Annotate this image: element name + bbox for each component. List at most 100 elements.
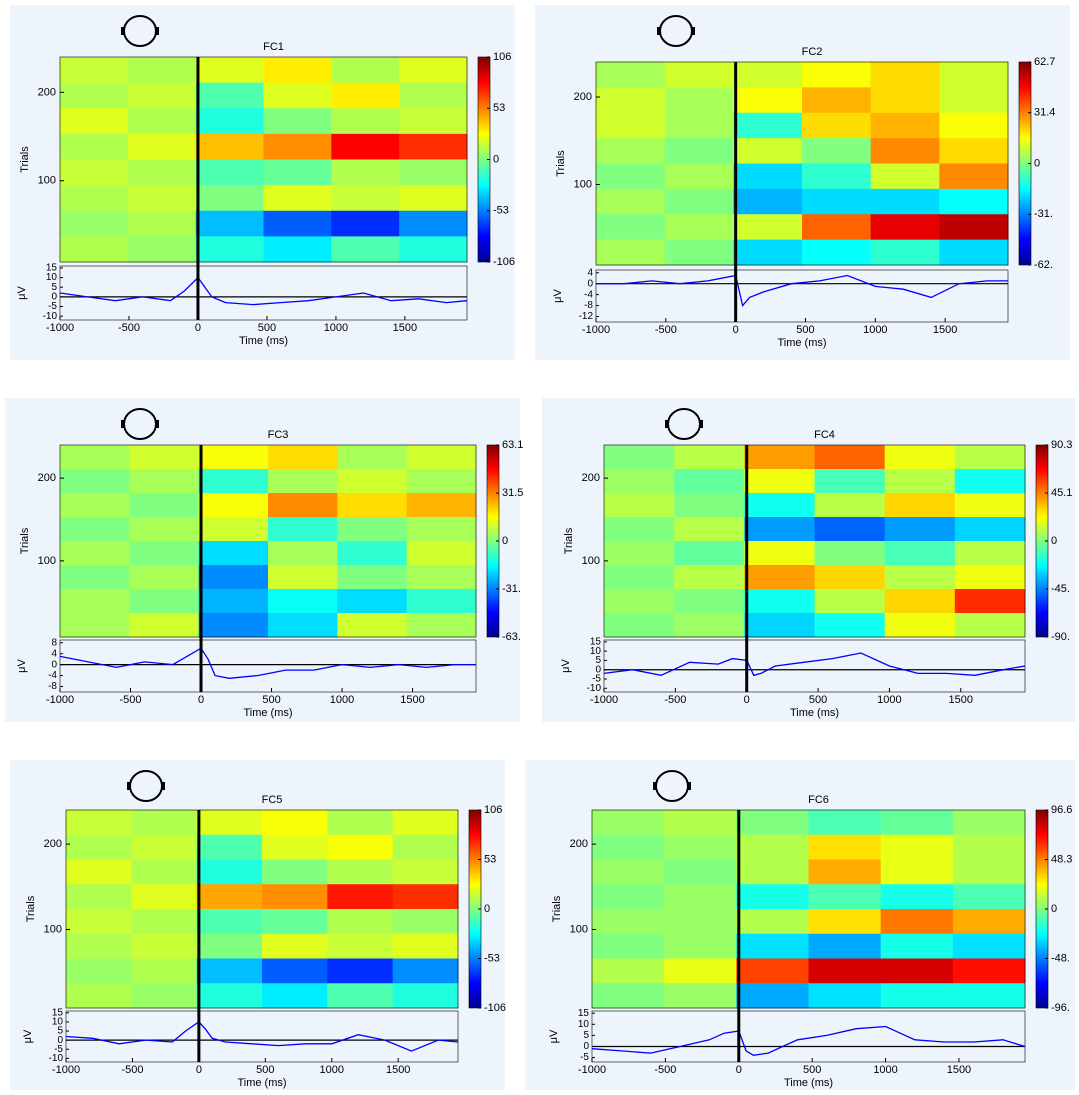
image-cell [808,933,882,959]
image-cell [406,445,477,470]
erp-y-tick-label: -4 [584,289,593,300]
image-cell [880,983,954,1009]
image-cell [262,884,328,910]
erp-y-tick-label: 0 [51,659,57,670]
image-cell [952,909,1026,935]
image-cell [870,188,940,215]
image-cell [802,62,872,88]
erp-trace [603,652,1026,677]
image-cell [263,108,332,135]
x-tick-label: 1000 [877,694,901,706]
erp-trace [59,647,476,679]
image-cell [808,983,882,1009]
image-cell [733,87,803,114]
image-cell [604,517,675,542]
image-cell [198,613,269,638]
image-cell [664,188,734,215]
image-cell [60,57,129,84]
image-cell [129,541,200,566]
y-axis-label: Trials [551,895,563,922]
image-cell [331,236,400,263]
erp-y-tick-label: 0 [51,291,57,302]
image-cell [733,138,803,164]
erp-y-tick-label: -5 [54,1044,63,1055]
image-cell [939,138,1009,164]
image-cell [127,185,197,212]
image-cell [664,958,737,984]
image-cell [744,565,815,590]
image-cell [331,108,400,135]
x-tick-label: -500 [654,1064,676,1076]
image-cell [870,62,940,88]
image-cell [744,493,815,518]
image-cell [327,909,394,935]
x-tick-label: 1500 [393,322,417,334]
image-cell [604,589,675,614]
x-tick-label: -500 [664,694,686,706]
image-cell [195,82,264,109]
erp-y-tick-label: 5 [595,655,601,666]
image-cell [736,983,809,1009]
head-ear [156,420,159,428]
image-cell [129,565,200,590]
x-tick-label: 500 [796,324,814,336]
image-cell [127,210,197,237]
image-cell [664,884,737,910]
erp-y-tick-label: -8 [584,300,593,311]
x-tick-label: 1000 [873,1064,897,1076]
image-cell [268,565,338,590]
image-cell [884,613,956,638]
erp-y-tick-label: -5 [580,1052,589,1063]
image-cell [674,469,745,494]
x-tick-label: 500 [258,322,276,334]
image-cell [406,541,477,566]
image-frame [65,809,459,1009]
image-cell [880,933,954,959]
colorbar-tick-label: -48. [1051,952,1070,964]
x-tick-label: 1500 [947,1064,971,1076]
x-tick-label: 500 [803,1064,821,1076]
image-cell [399,133,468,160]
image-cell [954,517,1026,542]
x-tick-label: 0 [744,694,750,706]
head-ear [121,27,124,35]
colorbar-tick-label: 53 [493,102,505,114]
y-tick-label: 200 [574,91,592,103]
y-tick-label: 100 [582,555,600,567]
image-frame [591,809,1026,1009]
image-cell [736,834,809,860]
image-cell [802,188,872,215]
image-cell [802,239,872,266]
image-cell [406,517,477,542]
image-cell [733,112,803,139]
image-cell [939,188,1009,215]
image-cell [954,469,1026,494]
image-cell [60,541,130,566]
image-cell [66,884,132,910]
image-cell [337,589,408,614]
head-ear [653,782,656,790]
image-cell [331,210,400,237]
image-cell [331,57,400,84]
image-frame [59,444,477,638]
colorbar-tick-label: 62.7 [1034,56,1055,68]
image-cell [337,613,408,638]
image-cell [392,884,459,910]
erp-y-axis-label: μV [16,659,28,673]
image-cell [198,445,269,470]
image-cell [802,214,872,241]
colorbar-tick-label: -45. [1051,583,1070,595]
image-cell [674,565,745,590]
image-cell [744,517,815,542]
erp-y-tick-label: 8 [51,637,57,648]
image-cell [263,236,332,263]
image-cell [604,469,675,494]
image-cell [880,859,954,885]
x-axis-label: Time (ms) [784,1077,833,1089]
image-cell [880,834,954,860]
y-axis-label: Trials [563,527,575,554]
image-cell [664,859,737,885]
image-cell [66,983,132,1009]
image-cell [808,909,882,935]
erp-y-axis-label: μV [560,659,572,673]
